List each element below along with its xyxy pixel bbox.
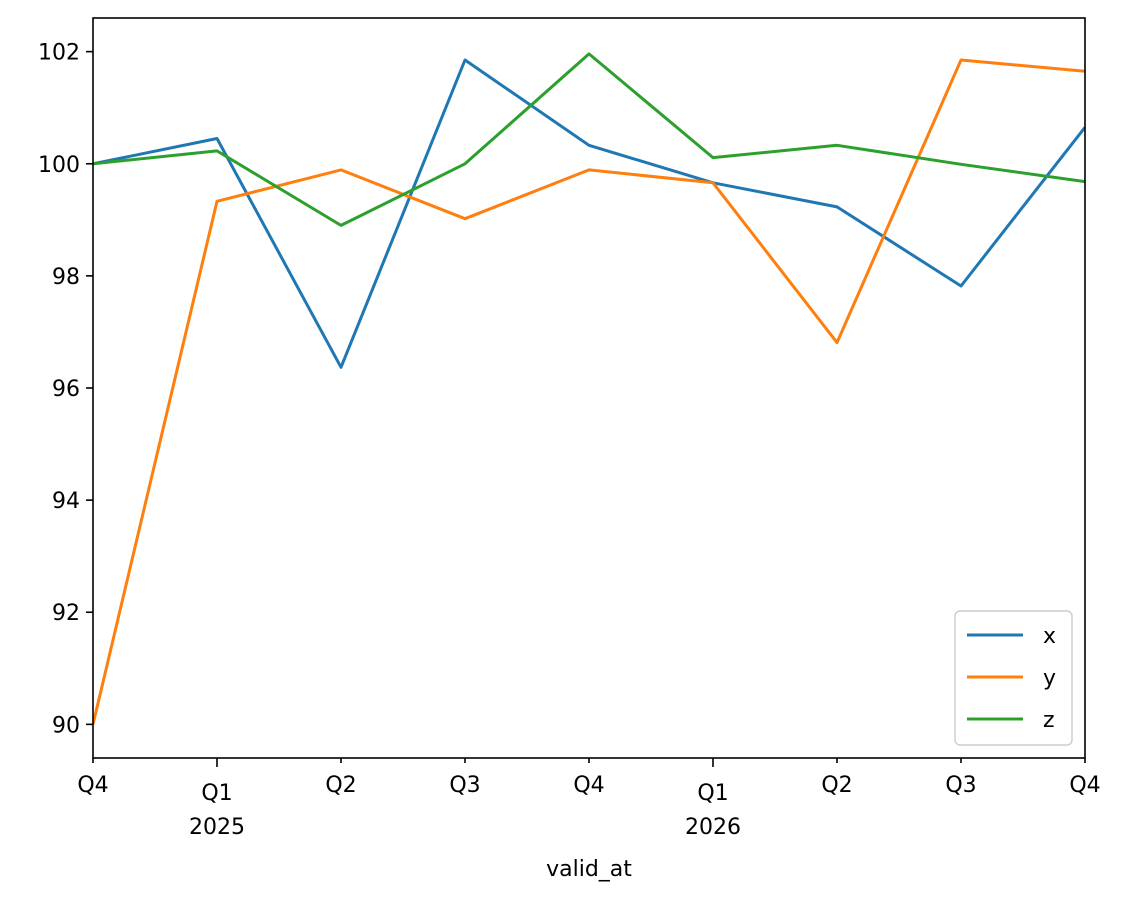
x-tick-label: Q2 <box>821 773 852 798</box>
y-tick-label: 92 <box>52 601 80 626</box>
x-tick-year-label: 2026 <box>685 815 741 840</box>
series-line-y <box>93 58 1085 725</box>
plot-frame <box>92 17 1086 759</box>
legend-label-x: x <box>1043 624 1056 649</box>
y-axis: 90 92 94 96 98 100 102 <box>38 41 93 738</box>
y-tick-label: 96 <box>52 377 80 402</box>
y-tick-label: 98 <box>52 265 80 290</box>
x-tick-year-label: 2025 <box>189 815 245 840</box>
y-tick-label: 102 <box>38 41 80 66</box>
y-tick-label: 100 <box>38 153 80 178</box>
x-axis: Q4 Q1 2025 Q2 Q3 Q4 Q1 2026 Q2 Q3 Q4 <box>77 758 1101 840</box>
legend-label-y: y <box>1043 666 1056 691</box>
y-tick-label: 90 <box>52 713 80 738</box>
x-tick-label: Q1 <box>201 781 232 806</box>
series-line-z <box>93 52 1085 227</box>
x-axis-title: valid_at <box>546 857 632 882</box>
series-line-x <box>93 58 1085 369</box>
x-tick-label: Q1 <box>697 781 728 806</box>
x-tick-label: Q2 <box>325 773 356 798</box>
x-tick-label: Q3 <box>945 773 976 798</box>
x-tick-label: Q4 <box>573 773 604 798</box>
legend: xyz <box>954 610 1073 746</box>
plot-lines <box>93 52 1085 725</box>
x-tick-label: Q4 <box>1069 773 1100 798</box>
x-tick-label: Q3 <box>449 773 480 798</box>
y-tick-label: 94 <box>52 489 80 514</box>
x-tick-label: Q4 <box>77 773 108 798</box>
legend-label-z: z <box>1043 708 1055 733</box>
